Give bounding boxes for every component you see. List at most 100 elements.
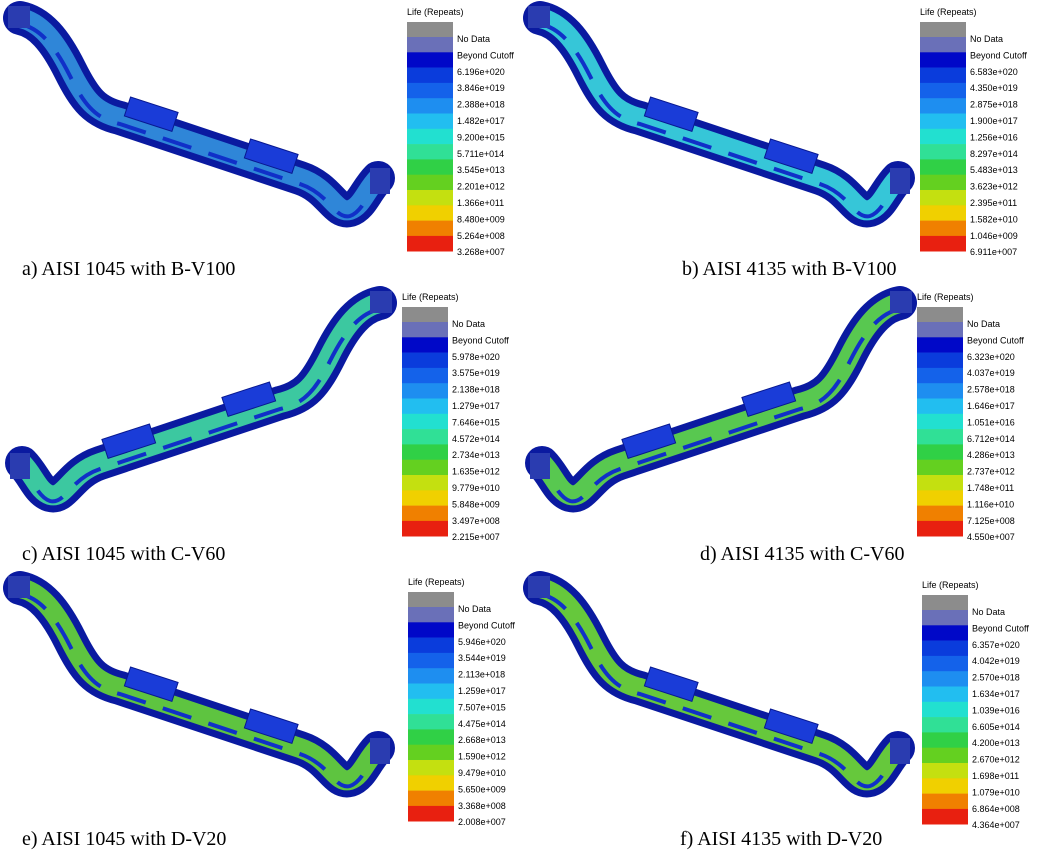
legend-label: 3.575e+019	[452, 368, 500, 378]
bracket	[123, 666, 179, 703]
legend-label: 2.215e+007	[452, 532, 500, 542]
legend: Life (Repeats) No Data Beyond Cutoff 5.978e…	[402, 292, 509, 542]
legend-label: 1.051e+016	[967, 417, 1015, 427]
end-block	[890, 168, 910, 194]
legend-label: 2.875e+018	[970, 100, 1018, 110]
panel	[3, 1, 395, 228]
legend-label: 6.712e+014	[967, 434, 1015, 444]
legend-label: 8.480e+009	[457, 214, 505, 224]
legend-label: 5.848e+009	[452, 499, 500, 509]
legend-swatch	[407, 190, 453, 206]
legend-swatch	[408, 668, 454, 684]
legend-swatch	[917, 444, 963, 460]
legend-label: 1.698e+011	[972, 771, 1019, 781]
legend-swatch	[402, 322, 448, 338]
legend-swatch	[917, 459, 963, 476]
legend-swatch	[922, 686, 968, 703]
legend-swatch	[920, 190, 966, 206]
legend-label: 2.670e+012	[972, 755, 1020, 765]
legend-swatch	[920, 205, 966, 221]
legend-label: 2.201e+012	[457, 182, 505, 192]
legend-label: Beyond Cutoff	[972, 623, 1029, 633]
legend-swatch	[920, 98, 966, 114]
legend-title: Life (Repeats)	[402, 292, 459, 302]
legend-swatch	[922, 793, 968, 810]
legend-swatch	[917, 398, 963, 415]
legend-label: 1.046e+009	[970, 231, 1018, 241]
legend-swatch	[922, 808, 968, 825]
beam-highlight	[19, 592, 380, 789]
legend-swatch	[402, 429, 448, 445]
legend-swatch	[920, 22, 966, 37]
legend-swatch	[917, 475, 963, 491]
legend-swatch	[922, 610, 968, 626]
legend-label: 2.395e+011	[970, 198, 1017, 208]
legend-label: 5.264e+008	[457, 231, 505, 241]
legend-swatch	[922, 747, 968, 764]
legend-label: 5.946e+020	[458, 637, 506, 647]
legend-swatch	[408, 683, 454, 700]
fea-render	[5, 286, 397, 513]
legend-swatch	[922, 732, 968, 748]
legend-swatch	[917, 367, 963, 384]
legend-swatch	[922, 640, 968, 657]
legend-swatch	[402, 398, 448, 415]
legend-label: 3.268e+007	[457, 247, 505, 257]
legend-label: 3.846e+019	[457, 83, 505, 93]
end-block	[370, 168, 390, 194]
end-block	[10, 453, 30, 479]
legend-swatch	[407, 144, 453, 160]
end-block	[890, 738, 910, 764]
beam-surface	[532, 293, 910, 506]
legend-label: 2.113e+018	[458, 670, 505, 680]
legend-swatch	[922, 701, 968, 718]
legend-swatch	[917, 413, 963, 430]
legend-swatch	[407, 159, 453, 175]
legend-label: 5.711e+014	[457, 149, 504, 159]
legend-label: 5.483e+013	[970, 165, 1018, 175]
legend-swatch	[408, 790, 454, 807]
legend-label: Beyond Cutoff	[967, 335, 1024, 345]
legend-label: No Data	[972, 607, 1005, 617]
bracket	[643, 666, 699, 703]
legend-swatch	[402, 520, 448, 537]
legend: Life (Repeats) No Data Beyond Cutoff 6.583e…	[920, 7, 1027, 257]
legend-title: Life (Repeats)	[920, 7, 977, 17]
legend-title: Life (Repeats)	[408, 577, 465, 587]
legend-swatch	[408, 592, 454, 607]
legend-label: No Data	[458, 604, 491, 614]
legend-label: 1.116e+010	[967, 499, 1014, 509]
legend-swatch	[920, 144, 966, 160]
legend-label: 8.297e+014	[970, 149, 1018, 159]
legend-swatch	[408, 760, 454, 776]
legend-swatch	[407, 22, 453, 37]
legend-swatch	[922, 778, 968, 794]
legend-swatch	[922, 595, 968, 610]
legend-swatch	[922, 763, 968, 779]
legend-swatch	[408, 607, 454, 623]
legend-swatch	[920, 52, 966, 68]
legend-label: 1.259e+017	[458, 686, 506, 696]
legend-label: 6.357e+020	[972, 640, 1020, 650]
legend-label: 2.570e+018	[972, 673, 1020, 683]
legend-label: 2.138e+018	[452, 385, 500, 395]
legend-label: 5.650e+009	[458, 784, 506, 794]
panel	[523, 1, 915, 228]
legend-swatch	[402, 444, 448, 460]
legend-label: 4.042e+019	[972, 656, 1020, 666]
legend: Life (Repeats) No Data Beyond Cutoff 5.946e…	[408, 577, 515, 827]
legend-label: 4.572e+014	[452, 434, 500, 444]
panel	[5, 286, 397, 513]
legend-label: 7.125e+008	[967, 516, 1015, 526]
legend-swatch	[920, 67, 966, 84]
fea-render	[523, 571, 915, 798]
legend-label: 2.008e+007	[458, 817, 506, 827]
legend-label: 3.545e+013	[457, 165, 505, 175]
beam-highlight	[539, 22, 900, 219]
legend-swatch	[920, 128, 966, 145]
legend-label: 1.079e+010	[972, 787, 1020, 797]
legend-swatch	[917, 322, 963, 338]
caption: d) AISI 4135 with C-V60	[700, 543, 904, 565]
legend-swatch	[917, 383, 963, 399]
